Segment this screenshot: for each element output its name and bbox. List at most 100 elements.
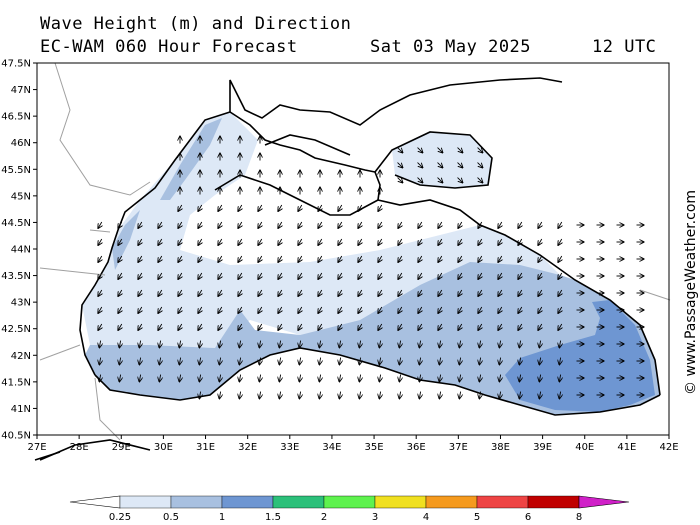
wave-arrow (299, 340, 300, 348)
wave-arrow (478, 238, 482, 245)
wave-arrow (439, 357, 440, 365)
wave-arrow (119, 374, 120, 382)
wave-arrow (238, 221, 242, 228)
wave-arrow (278, 204, 282, 211)
wave-arrow (378, 255, 382, 262)
wave-arrow (299, 391, 300, 399)
wave-arrow (118, 238, 122, 245)
legend-arrow-right (578, 495, 630, 509)
lat-label: 41N (11, 404, 31, 415)
legend-swatch (374, 495, 427, 509)
wave-arrow (159, 374, 160, 382)
wave-arrow (397, 177, 403, 183)
wave-arrow (199, 357, 200, 365)
wave-arrow (318, 221, 322, 228)
wave-arrow (118, 255, 122, 262)
wave-arrow (437, 162, 443, 168)
wave-arrow (518, 221, 522, 228)
wave-arrow (417, 177, 423, 183)
wave-arrow (99, 374, 100, 382)
wave-arrow (519, 340, 520, 348)
wave-arrow (298, 221, 302, 228)
wave-arrow (198, 238, 202, 245)
wave-arrow (259, 357, 260, 365)
wave-arrow (498, 289, 502, 296)
wave-arrow (158, 289, 162, 296)
lat-label: 44.5N (1, 218, 31, 229)
lat-label: 41.5N (1, 377, 31, 388)
wave-arrow (418, 289, 422, 296)
lat-label: 43.5N (1, 271, 31, 282)
wave-arrow (558, 323, 562, 330)
wave-arrow (259, 391, 260, 399)
lon-label: 32E (238, 442, 257, 453)
wave-arrow (518, 289, 522, 296)
wave-arrow (338, 272, 342, 279)
lon-label: 42E (659, 442, 678, 453)
wave-arrow (239, 374, 240, 382)
lat-label: 44N (11, 245, 31, 256)
wave-arrow (558, 289, 562, 296)
wave-arrow (378, 204, 382, 211)
wave-arrow (98, 323, 102, 330)
legend-label: 5 (474, 512, 480, 523)
wave-arrow (119, 357, 120, 365)
wave-arrow (138, 306, 142, 313)
wave-arrow (98, 272, 102, 279)
wave-arrow (479, 357, 480, 365)
wave-arrow (558, 221, 562, 228)
wave-arrow (118, 289, 122, 296)
wave-arrow (279, 357, 280, 365)
wave-arrow (438, 289, 442, 296)
wave-arrow (538, 272, 542, 279)
legend-label: 0.25 (109, 512, 131, 523)
wave-arrow (258, 238, 262, 245)
wave-arrow (458, 255, 462, 262)
lat-label: 46.5N (1, 112, 31, 123)
wave-arrow (558, 255, 562, 262)
wave-arrow (339, 374, 340, 382)
wave-arrow (418, 255, 422, 262)
wave-arrow (379, 357, 380, 365)
wave-arrow (199, 374, 200, 382)
wave-arrow (178, 306, 182, 313)
wave-arrow (518, 238, 522, 245)
wave-arrow (158, 306, 162, 313)
wave-arrow (398, 221, 402, 228)
wave-arrow (539, 391, 540, 399)
wave-arrow (419, 391, 420, 399)
wave-arrow (219, 374, 220, 382)
wave-arrow (278, 323, 282, 330)
wave-arrow (478, 289, 482, 296)
wave-arrow (318, 255, 322, 262)
wave-arrow (299, 374, 300, 382)
lat-label: 47.5N (1, 59, 31, 70)
wave-arrow (438, 221, 442, 228)
wave-arrow (259, 374, 260, 382)
wave-arrow (477, 177, 483, 183)
credit-text: © www.PassageWeather.com (683, 190, 699, 395)
legend-label: 3 (372, 512, 378, 523)
wave-arrow (98, 221, 102, 228)
legend-label: 1.5 (265, 512, 281, 523)
lat-label: 42N (11, 351, 31, 362)
wave-arrow (119, 340, 120, 348)
wave-arrow (178, 238, 182, 245)
wave-arrow (218, 204, 222, 211)
wave-arrow (538, 323, 542, 330)
lat-label: 45N (11, 191, 31, 202)
wave-arrow (419, 357, 420, 365)
wave-arrow (318, 204, 322, 211)
wave-arrow (178, 323, 182, 330)
wave-arrow (239, 357, 240, 365)
wave-arrow (138, 323, 142, 330)
wave-arrow (439, 391, 440, 399)
wave-arrow (298, 306, 302, 313)
wave-band-strong (505, 300, 655, 412)
wave-arrow (379, 340, 380, 348)
wave-arrow (178, 204, 182, 211)
wave-arrow (158, 323, 162, 330)
wave-arrow (498, 221, 502, 228)
wave-arrow (418, 306, 422, 313)
wave-arrow (498, 255, 502, 262)
